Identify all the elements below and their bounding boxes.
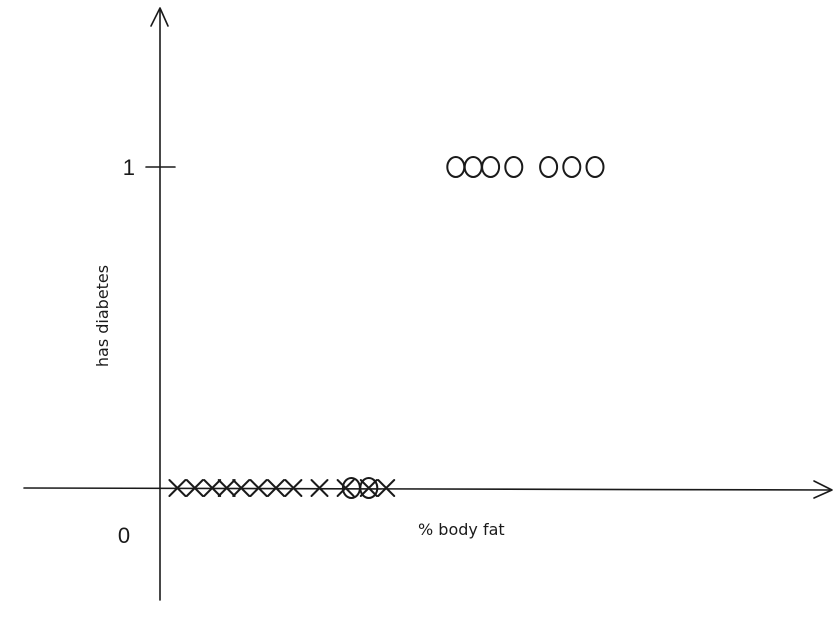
x-marker-point-11 bbox=[377, 479, 396, 497]
x-marker-point-1 bbox=[185, 479, 204, 497]
x-marker-point-8 bbox=[310, 479, 329, 497]
o-marker-point-8 bbox=[585, 156, 605, 178]
x-marker-point-10 bbox=[359, 479, 378, 497]
x-marker-point-5 bbox=[249, 479, 268, 497]
x-marker-point-3 bbox=[217, 479, 236, 497]
data-points bbox=[168, 156, 605, 499]
x-axis bbox=[23, 487, 831, 491]
o-marker-point-5 bbox=[504, 156, 524, 178]
o-marker-point-4 bbox=[481, 156, 501, 178]
o-marker-point-1 bbox=[359, 477, 379, 499]
x-marker-point-9 bbox=[336, 479, 355, 497]
x-axis-label: % body fat bbox=[418, 520, 505, 539]
x-axis-arrowhead bbox=[813, 480, 833, 499]
x-marker-point-6 bbox=[267, 479, 285, 497]
y-tick-label-0: 0 bbox=[118, 523, 130, 548]
o-marker-point-3 bbox=[463, 156, 483, 178]
x-marker-point-7 bbox=[284, 479, 303, 497]
y-axis-arrowhead bbox=[150, 7, 169, 27]
x-marker-point-4 bbox=[232, 479, 251, 497]
x-marker-point-2 bbox=[203, 479, 222, 497]
y-axis-label: has diabetes bbox=[93, 265, 112, 367]
o-marker-point-2 bbox=[446, 156, 466, 178]
o-marker-point-7 bbox=[562, 156, 582, 178]
y-tick-label-1: 1 bbox=[123, 155, 135, 180]
o-marker-point-6 bbox=[539, 156, 559, 178]
x-marker-point-0 bbox=[168, 479, 187, 497]
